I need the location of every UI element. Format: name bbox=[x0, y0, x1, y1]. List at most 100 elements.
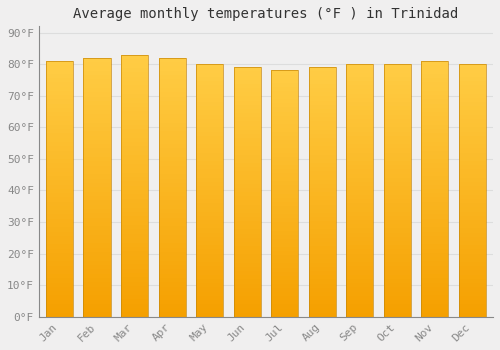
Bar bbox=[308, 138, 336, 142]
Bar bbox=[196, 190, 223, 195]
Bar bbox=[234, 171, 260, 175]
Bar bbox=[308, 171, 336, 175]
Bar bbox=[384, 144, 411, 148]
Bar bbox=[459, 157, 486, 161]
Bar bbox=[346, 313, 374, 317]
Bar bbox=[196, 140, 223, 144]
Bar bbox=[121, 216, 148, 221]
Bar bbox=[308, 71, 336, 76]
Bar bbox=[271, 161, 298, 165]
Bar bbox=[46, 202, 73, 206]
Bar bbox=[271, 145, 298, 148]
Bar bbox=[271, 128, 298, 132]
Bar bbox=[158, 166, 186, 170]
Bar bbox=[459, 250, 486, 254]
Bar bbox=[158, 222, 186, 226]
Bar bbox=[158, 304, 186, 308]
Bar bbox=[84, 135, 110, 140]
Bar bbox=[459, 224, 486, 229]
Bar bbox=[234, 254, 260, 259]
Bar bbox=[271, 190, 298, 194]
Bar bbox=[384, 85, 411, 90]
Bar bbox=[308, 180, 336, 184]
Bar bbox=[158, 274, 186, 278]
Bar bbox=[271, 132, 298, 136]
Bar bbox=[46, 197, 73, 202]
Bar bbox=[234, 159, 260, 163]
Bar bbox=[121, 313, 148, 317]
Bar bbox=[271, 87, 298, 91]
Bar bbox=[196, 64, 223, 68]
Bar bbox=[121, 295, 148, 299]
Bar bbox=[422, 155, 448, 159]
Bar bbox=[384, 241, 411, 245]
Bar bbox=[196, 279, 223, 283]
Bar bbox=[422, 240, 448, 244]
Bar bbox=[84, 92, 110, 97]
Bar bbox=[459, 304, 486, 308]
Bar bbox=[422, 257, 448, 261]
Bar bbox=[121, 138, 148, 142]
Bar bbox=[234, 88, 260, 92]
Bar bbox=[459, 77, 486, 81]
Bar bbox=[384, 102, 411, 106]
Bar bbox=[346, 106, 374, 111]
Bar bbox=[84, 205, 110, 209]
Bar bbox=[158, 313, 186, 317]
Bar bbox=[196, 182, 223, 186]
Bar bbox=[346, 254, 374, 258]
Bar bbox=[46, 91, 73, 95]
Bar bbox=[158, 200, 186, 205]
Bar bbox=[308, 304, 336, 308]
Bar bbox=[84, 97, 110, 101]
Bar bbox=[234, 246, 260, 250]
Bar bbox=[196, 174, 223, 178]
Bar bbox=[121, 278, 148, 282]
Bar bbox=[158, 270, 186, 274]
Bar bbox=[196, 106, 223, 111]
Bar bbox=[308, 217, 336, 221]
Bar bbox=[346, 140, 374, 144]
Bar bbox=[196, 308, 223, 313]
Bar bbox=[121, 142, 148, 146]
Bar bbox=[234, 196, 260, 201]
Bar bbox=[271, 239, 298, 243]
Bar bbox=[346, 64, 374, 68]
Bar bbox=[459, 72, 486, 77]
Bar bbox=[271, 99, 298, 103]
Bar bbox=[422, 108, 448, 112]
Bar bbox=[422, 197, 448, 202]
Bar bbox=[459, 153, 486, 157]
Bar bbox=[422, 274, 448, 279]
Bar bbox=[459, 220, 486, 224]
Bar bbox=[196, 195, 223, 199]
Bar bbox=[459, 207, 486, 211]
Bar bbox=[384, 224, 411, 229]
Bar bbox=[234, 292, 260, 296]
Bar bbox=[384, 64, 411, 317]
Bar bbox=[158, 84, 186, 88]
Bar bbox=[384, 211, 411, 216]
Bar bbox=[158, 192, 186, 196]
Bar bbox=[271, 70, 298, 317]
Bar bbox=[121, 273, 148, 278]
Bar bbox=[84, 235, 110, 239]
Bar bbox=[384, 68, 411, 72]
Bar bbox=[271, 259, 298, 264]
Bar bbox=[196, 304, 223, 308]
Bar bbox=[158, 179, 186, 183]
Bar bbox=[422, 266, 448, 270]
Bar bbox=[384, 229, 411, 233]
Bar bbox=[271, 235, 298, 239]
Bar bbox=[158, 140, 186, 144]
Bar bbox=[121, 151, 148, 155]
Bar bbox=[158, 144, 186, 148]
Bar bbox=[459, 64, 486, 317]
Bar bbox=[459, 85, 486, 90]
Bar bbox=[121, 269, 148, 273]
Bar bbox=[46, 138, 73, 142]
Bar bbox=[196, 81, 223, 85]
Bar bbox=[84, 131, 110, 135]
Bar bbox=[84, 239, 110, 244]
Bar bbox=[84, 287, 110, 291]
